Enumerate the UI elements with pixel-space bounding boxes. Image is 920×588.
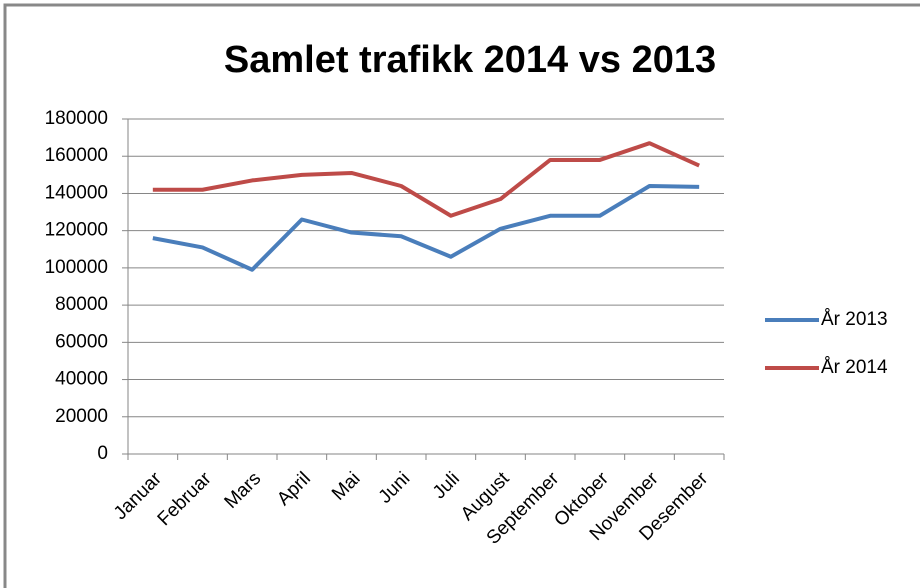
y-tick-label: 140000 <box>45 182 108 203</box>
legend-label: År 2014 <box>821 357 888 378</box>
series-line <box>152 141 700 218</box>
y-tick-label: 180000 <box>45 108 108 129</box>
y-tick-label: 60000 <box>55 331 108 352</box>
chart-frame <box>3 3 920 588</box>
chart-title: Samlet trafikk 2014 vs 2013 <box>224 39 716 81</box>
y-tick-label: 80000 <box>55 294 108 315</box>
y-tick-label: 120000 <box>45 220 108 241</box>
y-tick-label: 160000 <box>45 145 108 166</box>
legend-label: År 2013 <box>821 309 888 330</box>
y-tick-label: 40000 <box>55 369 108 390</box>
y-tick-label: 0 <box>97 443 108 464</box>
y-tick-label: 20000 <box>55 406 108 427</box>
series-line <box>152 184 700 272</box>
y-tick-label: 100000 <box>45 257 108 278</box>
